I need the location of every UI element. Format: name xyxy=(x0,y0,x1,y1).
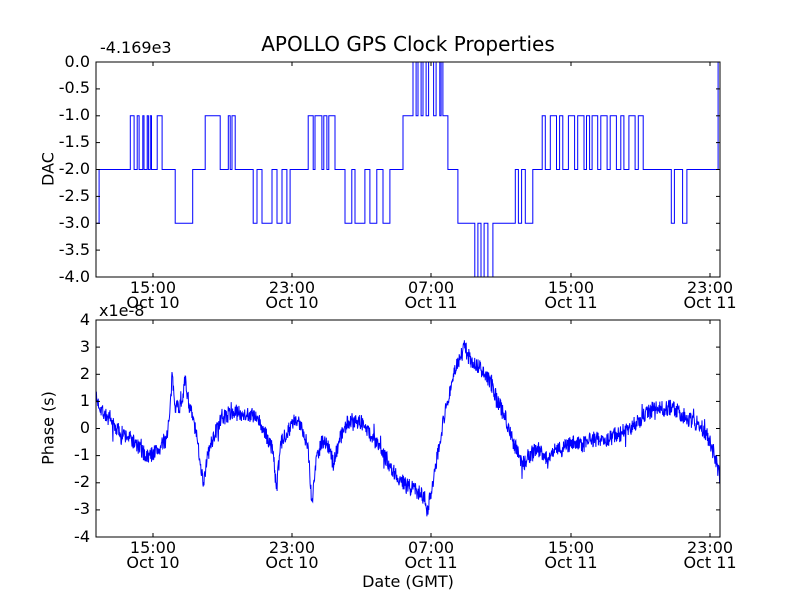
bottom-ytick-label-0: 4 xyxy=(79,309,90,329)
top-axis-offset-label: -4.169e3 xyxy=(100,38,172,57)
top-ytick-label-7: -3.5 xyxy=(58,239,90,259)
bottom-data-line xyxy=(96,340,720,517)
bottom-axis-scale-label: x1e-8 xyxy=(99,301,145,320)
top-ytick-label-0: 0.0 xyxy=(64,51,90,71)
x-axis-label: Date (GMT) xyxy=(362,572,454,591)
top-ytick-label-1: -0.5 xyxy=(58,78,90,98)
bottom-ytick-label-3: 1 xyxy=(79,390,90,410)
top-xtick-label-2: 07:00 Oct 11 xyxy=(404,278,458,312)
top-xtick-label-3: 15:00 Oct 11 xyxy=(544,278,598,312)
top-xtick-label-1: 23:00 Oct 10 xyxy=(265,278,319,312)
bottom-xtick-label-2: 07:00 Oct 11 xyxy=(404,538,458,572)
bottom-ytick-label-1: 3 xyxy=(79,336,90,356)
bottom-ytick-label-8: -4 xyxy=(74,526,90,546)
bottom-xtick-label-1: 23:00 Oct 10 xyxy=(265,538,319,572)
bottom-xtick-label-4: 23:00 Oct 11 xyxy=(683,538,737,572)
bottom-ytick-label-4: 0 xyxy=(79,418,90,437)
chart-title: APOLLO GPS Clock Properties xyxy=(261,32,555,56)
top-ytick-label-8: -4.0 xyxy=(58,266,90,286)
bottom-ytick-label-5: -1 xyxy=(74,445,90,465)
top-xtick-label-0: 15:00 Oct 10 xyxy=(126,278,180,312)
top-ytick-label-6: -3.0 xyxy=(58,212,90,232)
bottom-ytick-label-6: -2 xyxy=(74,472,90,492)
top-ytick-label-5: -2.5 xyxy=(58,185,90,205)
top-ytick-label-3: -1.5 xyxy=(58,132,90,152)
bottom-xtick-label-3: 15:00 Oct 11 xyxy=(544,538,598,572)
bottom-ytick-label-7: -3 xyxy=(74,499,90,519)
top-xtick-label-4: 23:00 Oct 11 xyxy=(683,278,737,312)
bottom-xtick-label-0: 15:00 Oct 10 xyxy=(126,538,180,572)
top-data-line xyxy=(96,62,720,277)
top-ytick-label-4: -2.0 xyxy=(58,159,90,178)
top-ytick-label-2: -1.0 xyxy=(58,105,90,125)
bottom-ytick-label-2: 2 xyxy=(79,363,90,383)
